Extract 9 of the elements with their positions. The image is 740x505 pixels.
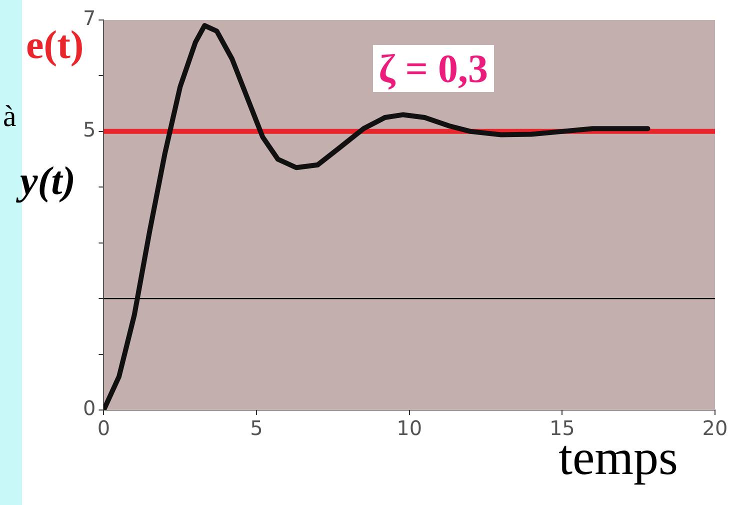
ref-line-label: e(t)	[26, 21, 84, 68]
x-tick-label: 10	[396, 416, 422, 440]
x-tick-label: 5	[250, 416, 263, 440]
x-tick-label: 20	[702, 416, 728, 440]
y-tick-label: 0	[82, 396, 96, 420]
text: à	[3, 100, 16, 134]
y-tick-label: 7	[82, 6, 96, 30]
y-tick-label: 5	[82, 118, 96, 142]
annotation: ζ = 0,3	[372, 45, 494, 92]
